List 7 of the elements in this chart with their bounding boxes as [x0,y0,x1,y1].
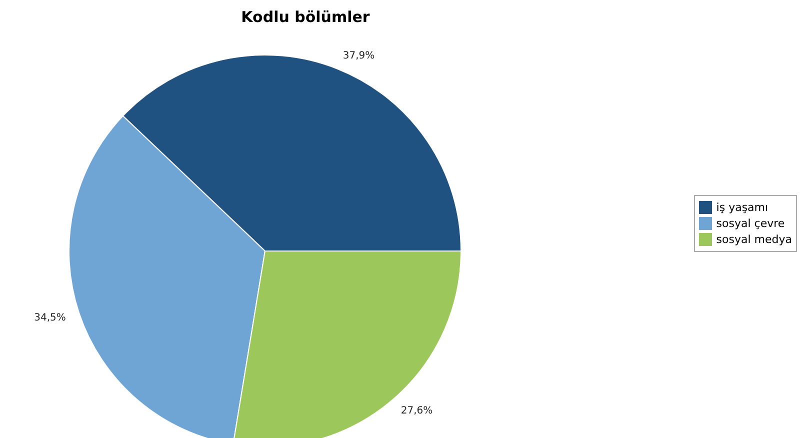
legend-label: sosyal medya [716,232,792,246]
data-label: 27,6% [400,406,433,417]
data-label: 37,9% [342,50,375,62]
legend-label: sosyal çevre [716,216,785,230]
chart-title: Kodlu bölümler [240,8,371,26]
data-label: 34,5% [34,312,66,324]
legend-label: iş yaşamı [716,200,768,214]
